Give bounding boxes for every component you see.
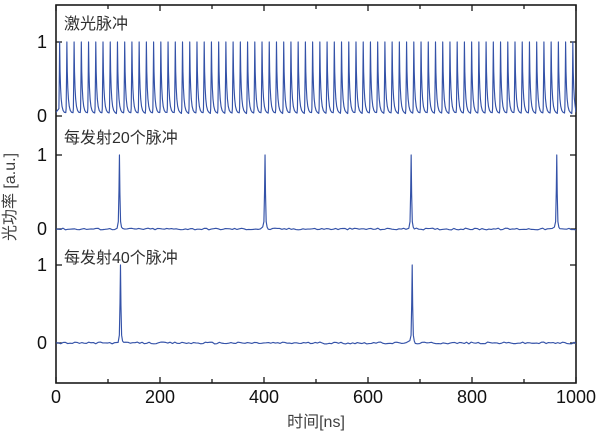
y-tick-label-one-panel3: 1 xyxy=(37,255,47,275)
x-tick-label-200: 200 xyxy=(145,387,175,407)
panel-label-2: 每发射20个脉冲 xyxy=(64,129,178,147)
y-tick-label-zero-panel3: 0 xyxy=(37,333,47,353)
trace-20-pulses-per-shot xyxy=(56,154,576,231)
y-axis-label: 光功率 [a.u.] xyxy=(1,153,19,241)
plot-box xyxy=(55,4,577,384)
axis-ticks xyxy=(55,5,577,383)
y-tick-label-zero-panel2: 0 xyxy=(37,219,47,239)
y-tick-label-one-panel1: 1 xyxy=(37,32,47,52)
x-tick-label-400: 400 xyxy=(249,387,279,407)
x-axis-label: 时间[ns] xyxy=(287,413,345,431)
trace-40-pulses-per-shot xyxy=(56,264,576,345)
y-tick-label-one-panel2: 1 xyxy=(37,145,47,165)
x-tick-label-0: 0 xyxy=(51,387,61,407)
y-tick-label-zero-panel1: 0 xyxy=(37,106,47,126)
panel-label-3: 每发射40个脉冲 xyxy=(64,249,178,267)
x-tick-label-600: 600 xyxy=(353,387,383,407)
trace-laser-pulses xyxy=(56,41,576,115)
panel-label-1: 激光脉冲 xyxy=(64,15,128,33)
trace-group xyxy=(56,41,576,345)
x-tick-label-1000: 1000 xyxy=(556,387,596,407)
x-tick-label-800: 800 xyxy=(457,387,487,407)
